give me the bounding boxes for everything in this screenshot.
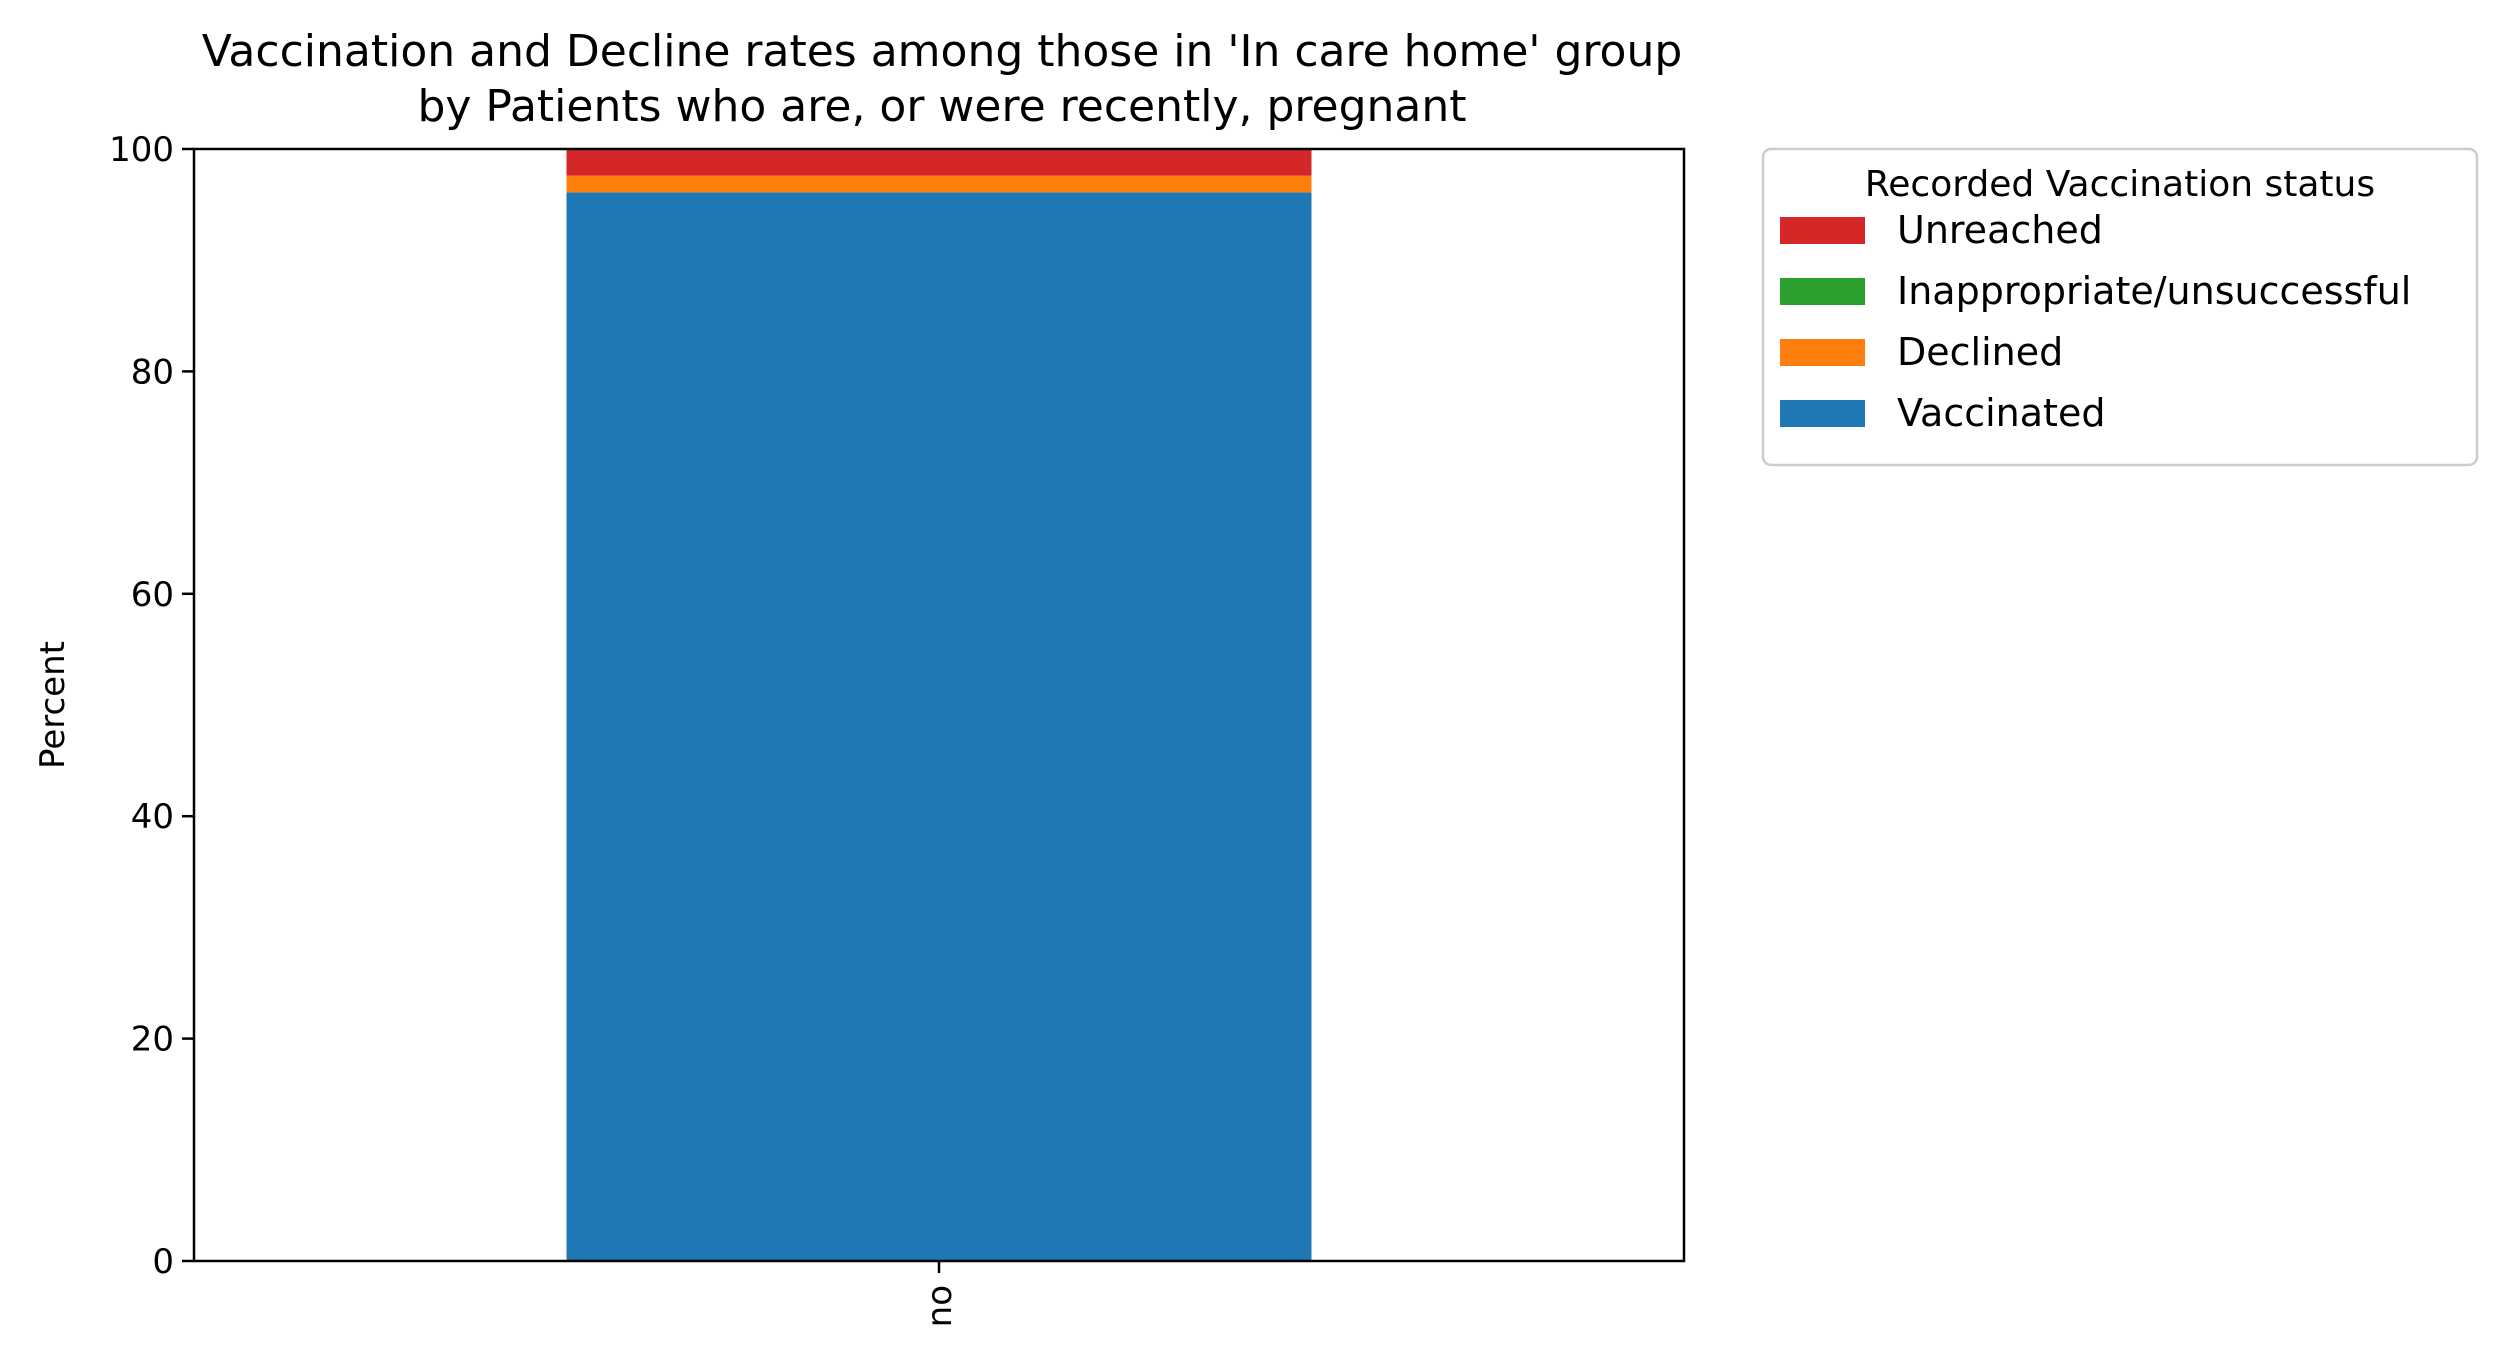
legend-swatch — [1780, 278, 1865, 305]
y-tick-label: 80 — [131, 352, 174, 392]
chart-subtitle: by Patients who are, or were recently, p… — [417, 81, 1466, 132]
x-axis-ticks: no — [920, 1261, 960, 1327]
bar-segment-vaccinated — [566, 192, 1312, 1261]
legend-swatch — [1780, 339, 1865, 366]
legend-swatch — [1780, 217, 1865, 244]
y-axis-label: Percent — [33, 641, 73, 769]
legend-label: Unreached — [1897, 208, 2103, 252]
legend-entries: Unreached Inappropriate/unsuccessful Decli… — [1780, 208, 2411, 435]
x-tick-label: no — [920, 1285, 960, 1327]
legend: Recorded Vaccination status Unreached Ina… — [1761, 147, 2479, 467]
y-tick-label: 100 — [109, 130, 174, 170]
chart-title: Vaccination and Decline rates among thos… — [202, 26, 1683, 77]
legend-label: Declined — [1897, 330, 2063, 374]
bar-segment-unreached — [566, 149, 1312, 176]
bars-group — [566, 149, 1312, 1261]
legend-label: Inappropriate/unsuccessful — [1897, 269, 2411, 313]
y-tick-label: 20 — [131, 1020, 174, 1060]
legend-swatch — [1780, 400, 1865, 427]
legend-frame — [1761, 147, 2479, 467]
bar-segment-declined — [566, 175, 1312, 193]
y-axis-ticks: 0 20 40 60 80 100 — [109, 130, 194, 1282]
legend-title: Recorded Vaccination status — [1865, 164, 2375, 205]
y-tick-label: 0 — [152, 1242, 174, 1282]
y-tick-label: 40 — [131, 797, 174, 837]
legend-label: Vaccinated — [1897, 391, 2105, 435]
y-tick-label: 60 — [131, 575, 174, 615]
